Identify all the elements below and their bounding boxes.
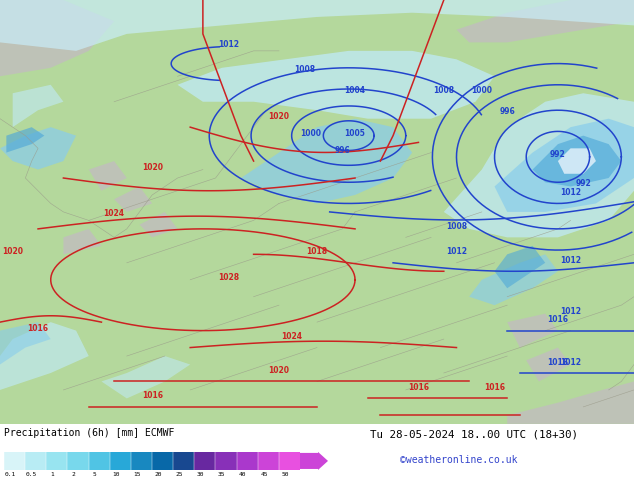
Polygon shape [495,119,634,212]
Text: 1008: 1008 [446,222,467,231]
Text: 1016: 1016 [408,383,429,392]
Polygon shape [63,229,101,254]
Text: Precipitation (6h) [mm] ECMWF: Precipitation (6h) [mm] ECMWF [4,428,174,438]
Text: 1005: 1005 [345,129,365,138]
Text: 1012: 1012 [446,247,467,256]
Text: 25: 25 [176,472,183,477]
Bar [257,452,279,470]
Text: 1008: 1008 [433,86,455,95]
Polygon shape [6,127,44,152]
Polygon shape [139,212,178,237]
Polygon shape [0,0,114,76]
Text: 15: 15 [133,472,141,477]
Text: 1024: 1024 [103,209,125,218]
Text: 1012: 1012 [560,188,581,197]
Text: 1024: 1024 [281,332,302,341]
Bar [279,452,300,470]
Text: 1020: 1020 [2,247,23,256]
Text: 1016: 1016 [547,358,569,367]
Text: 1: 1 [51,472,55,477]
Text: 1016: 1016 [27,323,49,333]
Text: 1016: 1016 [141,392,163,400]
Bar [216,452,236,470]
Polygon shape [0,127,76,170]
Text: 1012: 1012 [560,307,581,316]
Bar [131,452,152,470]
Text: 1028: 1028 [217,273,239,282]
Text: 2: 2 [72,472,75,477]
Bar [194,452,216,470]
Text: 1008: 1008 [294,65,315,74]
Text: 1000: 1000 [471,86,493,95]
Bar [110,452,131,470]
Text: 1016: 1016 [547,315,569,324]
Text: 0.1: 0.1 [4,472,16,477]
Polygon shape [0,322,89,390]
Bar [4,452,25,470]
Polygon shape [456,0,634,43]
Text: ©weatheronline.co.uk: ©weatheronline.co.uk [400,455,517,465]
Text: 1004: 1004 [344,86,366,95]
Polygon shape [241,119,412,203]
Polygon shape [101,356,190,398]
Bar [152,452,173,470]
Text: 1012: 1012 [217,40,239,49]
Text: 40: 40 [239,472,247,477]
Polygon shape [0,0,634,51]
Bar [46,452,67,470]
Polygon shape [558,148,596,174]
Text: Tu 28-05-2024 18..00 UTC (18+30): Tu 28-05-2024 18..00 UTC (18+30) [370,430,578,440]
Text: 1020: 1020 [268,112,290,121]
Text: 992: 992 [576,179,591,189]
Bar [173,452,194,470]
Text: 1020: 1020 [141,163,163,172]
Text: 992: 992 [550,150,566,159]
Polygon shape [114,187,152,212]
Text: 996: 996 [500,107,515,117]
Polygon shape [0,322,51,365]
Text: 5: 5 [93,472,97,477]
Bar [67,452,89,470]
Text: 20: 20 [155,472,162,477]
Text: 1016: 1016 [484,383,505,392]
Polygon shape [495,246,545,288]
Text: 996: 996 [335,146,350,154]
Text: 50: 50 [281,472,289,477]
Polygon shape [89,161,127,191]
Bar [236,452,257,470]
Text: 1012: 1012 [560,358,581,367]
Polygon shape [178,51,495,119]
Polygon shape [526,347,571,381]
Polygon shape [444,93,634,237]
Text: 45: 45 [261,472,268,477]
Polygon shape [13,85,63,127]
Text: 10: 10 [112,472,120,477]
Bar [89,452,110,470]
Polygon shape [533,136,621,187]
Text: 35: 35 [218,472,226,477]
Text: 30: 30 [197,472,204,477]
Text: 1000: 1000 [300,129,321,138]
Text: 1012: 1012 [560,256,581,265]
Text: 1018: 1018 [306,247,328,256]
Text: 0.5: 0.5 [26,472,37,477]
Polygon shape [507,381,634,424]
Text: 1020: 1020 [268,366,290,375]
Polygon shape [507,314,558,347]
Bar [25,452,46,470]
FancyArrow shape [300,452,328,470]
Polygon shape [469,254,558,305]
